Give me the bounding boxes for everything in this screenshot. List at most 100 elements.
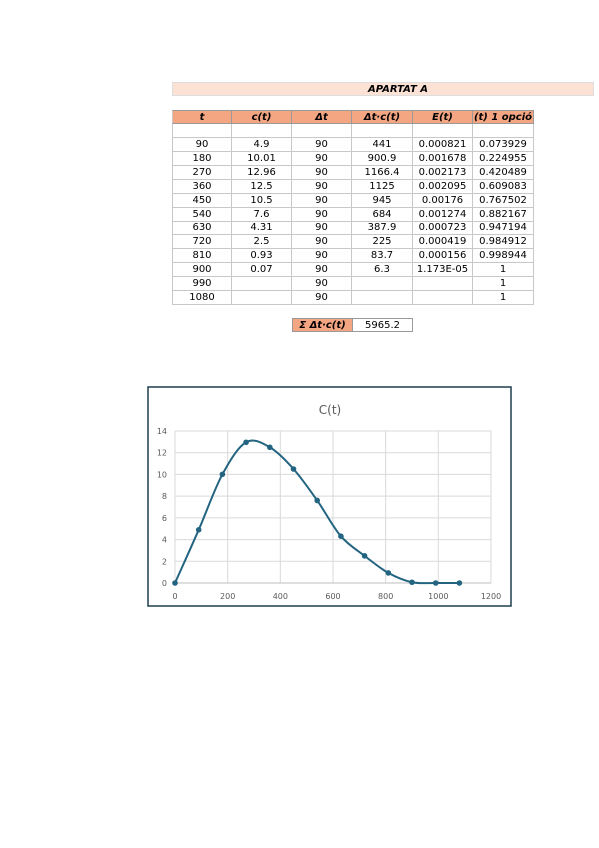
table-cell: 10.5: [232, 193, 292, 208]
table-cell: 450: [172, 193, 232, 208]
table-cell: [232, 290, 292, 305]
data-point: [409, 579, 415, 586]
table-cell: 90: [292, 290, 352, 305]
data-line: [174, 439, 460, 585]
y-tick-label: 4: [162, 536, 167, 545]
x-tick-label: 200: [220, 592, 235, 601]
table-cell: 0.767502: [473, 193, 534, 208]
data-point: [219, 471, 226, 478]
x-tick-label: 1000: [428, 592, 448, 601]
table-cell: 0.000419: [413, 235, 473, 250]
table-cell: 4.9: [232, 138, 292, 152]
table-cell: 540: [172, 207, 232, 222]
empty-cell: [413, 124, 473, 138]
table-cell: 387.9: [352, 221, 413, 236]
data-point: [243, 439, 249, 446]
table-cell: 225: [352, 235, 413, 250]
x-tick-label: 400: [273, 592, 288, 601]
table-cell: 83.7: [352, 249, 413, 264]
empty-cell: [232, 124, 292, 138]
empty-cell: [292, 124, 352, 138]
table-cell: 1080: [172, 290, 232, 305]
table-cell: [232, 277, 292, 291]
table-cell: 0.002095: [413, 179, 473, 194]
y-tick-label: 6: [162, 514, 167, 523]
table-cell: 0.00176: [413, 193, 473, 208]
table-cell: 810: [172, 249, 232, 264]
x-tick-label: 800: [378, 592, 393, 601]
table-cell: 1: [473, 263, 534, 278]
section-title: APARTAT A: [172, 82, 594, 96]
table-cell: 0.224955: [473, 151, 534, 166]
table-cell: 1: [473, 277, 534, 291]
table-cell: 0.93: [232, 249, 292, 264]
table-cell: 990: [172, 277, 232, 291]
y-tick-label: 10: [157, 470, 167, 479]
table-cell: 720: [172, 235, 232, 250]
table-cell: 684: [352, 207, 413, 222]
table-cell: 945: [352, 193, 413, 208]
table-cell: 0.073929: [473, 138, 534, 152]
table-cell: 0.984912: [473, 235, 534, 250]
table-cell: 0.07: [232, 263, 292, 278]
column-header: c(t): [232, 110, 292, 124]
y-tick-label: 14: [157, 427, 167, 436]
table-cell: 900: [172, 263, 232, 278]
column-header: Δt: [292, 110, 352, 124]
table-cell: 441: [352, 138, 413, 152]
table-cell: 1: [473, 290, 534, 305]
data-point: [172, 580, 178, 586]
data-point: [290, 466, 297, 472]
x-tick-label: 1200: [481, 592, 501, 601]
table-cell: 90: [292, 179, 352, 194]
table-cell: 10.01: [232, 151, 292, 166]
table-cell: 270: [172, 165, 232, 180]
column-header: Δt·c(t): [352, 110, 413, 124]
x-tick-label: 0: [172, 592, 177, 601]
empty-cell: [352, 124, 413, 138]
table-cell: 0.000156: [413, 249, 473, 264]
table-cell: 90: [292, 263, 352, 278]
table-cell: 90: [292, 249, 352, 264]
table-cell: 360: [172, 179, 232, 194]
y-tick-label: 12: [157, 449, 167, 458]
data-point: [432, 580, 439, 586]
table-cell: [413, 277, 473, 291]
table-cell: 12.96: [232, 165, 292, 180]
table-cell: 90: [292, 193, 352, 208]
table-cell: 2.5: [232, 235, 292, 250]
table-cell: 900.9: [352, 151, 413, 166]
table-cell: 90: [172, 138, 232, 152]
sum-value: 5965.2: [353, 318, 413, 332]
table-cell: 0.000723: [413, 221, 473, 236]
y-tick-label: 2: [162, 557, 167, 566]
table-cell: 0.420489: [473, 165, 534, 180]
column-header: E(t): [413, 110, 473, 124]
table-cell: 90: [292, 207, 352, 222]
table-cell: 90: [292, 138, 352, 152]
data-point: [267, 444, 273, 451]
table-cell: [413, 290, 473, 305]
y-tick-label: 8: [162, 492, 167, 501]
data-point: [385, 570, 392, 576]
table-cell: 0.002173: [413, 165, 473, 180]
table-cell: [352, 277, 413, 291]
table-cell: 4.31: [232, 221, 292, 236]
table-cell: 0.001678: [413, 151, 473, 166]
sum-label: Σ Δt·c(t): [292, 318, 353, 332]
table-cell: 0.998944: [473, 249, 534, 264]
chart-frame: [147, 386, 512, 607]
table-cell: 630: [172, 221, 232, 236]
x-tick-label: 600: [325, 592, 340, 601]
table-cell: 1.173E-05: [413, 263, 473, 278]
y-tick-label: 0: [162, 579, 167, 588]
table-cell: 90: [292, 221, 352, 236]
table-cell: 0.609083: [473, 179, 534, 194]
column-header: t: [172, 110, 232, 124]
table-cell: 0.882167: [473, 207, 534, 222]
table-cell: 1166.4: [352, 165, 413, 180]
empty-cell: [473, 124, 534, 138]
table-cell: 90: [292, 277, 352, 291]
table-cell: 90: [292, 165, 352, 180]
